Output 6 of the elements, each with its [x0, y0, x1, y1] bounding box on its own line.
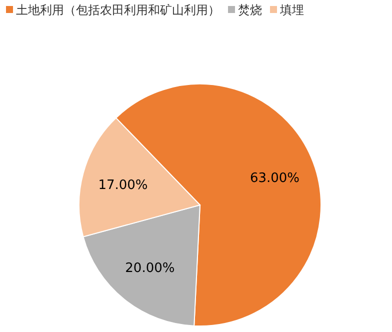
- data-label: 20.00%: [125, 261, 175, 276]
- legend-label: 填埋: [279, 3, 304, 17]
- legend-label: 焚烧: [238, 3, 262, 17]
- data-label: 17.00%: [98, 178, 148, 193]
- legend-label: 土地利用（包括农田利用和矿山利用）: [16, 3, 220, 17]
- data-label: 63.00%: [250, 170, 300, 186]
